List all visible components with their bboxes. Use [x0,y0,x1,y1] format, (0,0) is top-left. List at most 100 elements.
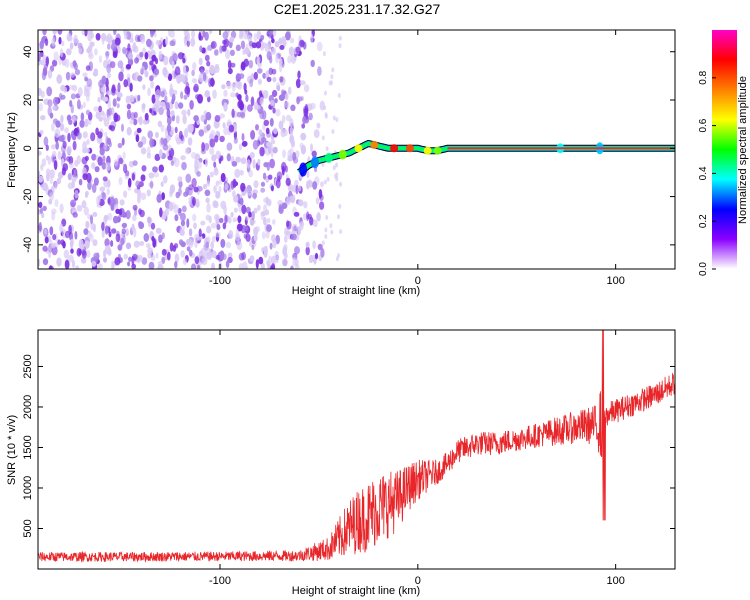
noise-speck [220,172,226,183]
snr-x-axis-label: Height of straight line (km) [292,585,420,597]
noise-speck [205,197,210,204]
noise-speck [112,98,117,107]
noise-speck [257,204,261,211]
noise-speck [142,47,147,54]
noise-speck [59,48,64,58]
noise-speck [193,186,199,193]
noise-speck [118,177,123,186]
noise-speck [291,223,298,231]
noise-speck [264,245,268,255]
noise-speck [167,251,171,261]
noise-speck [158,164,164,173]
noise-speck [150,30,154,38]
noise-speck [118,157,124,165]
noise-speck [255,104,261,110]
noise-speck [166,108,171,118]
noise-speck [174,134,180,142]
noise-speck [253,234,258,242]
signal-blob [433,146,442,155]
noise-speck [215,191,221,199]
noise-speck [314,252,319,260]
noise-speck [123,253,128,260]
noise-speck [206,251,213,259]
noise-speck [158,234,163,243]
colorbar: 0.0 0.2 0.4 0.6 0.8 Normalized spectral ampl… [698,30,749,276]
noise-speck [54,181,58,190]
noise-speck [198,129,205,137]
noise-speck [225,49,231,60]
noise-speck [253,71,258,80]
noise-speck [92,71,99,77]
noise-speck [57,171,64,179]
noise-speck [191,78,198,84]
noise-speck [87,181,92,191]
spectrogram-x-tick-label: -100 [209,275,231,287]
noise-speck [253,227,259,236]
noise-speck [158,50,163,60]
noise-speck [86,172,92,183]
noise-speck [111,84,116,94]
spectrogram-x-axis-label: Height of straight line (km) [292,285,420,297]
snr-panel: -100 0 100 500 1000 1500 2000 2500 Height of st… [6,329,676,597]
noise-speck [53,51,59,62]
noise-speck [163,70,169,78]
noise-speck [192,61,197,71]
noise-speck [141,103,146,110]
noise-speck [198,57,203,66]
noise-speck [151,54,157,62]
noise-speck [39,40,44,50]
noise-speck [53,96,59,106]
noise-speck [45,56,49,67]
noise-speck [174,214,179,222]
noise-speck [302,213,307,221]
noise-speck [279,76,284,83]
noise-speck [106,188,110,196]
noise-speck [139,51,144,58]
colorbar-label: Normalized spectral amplitude [737,76,749,224]
noise-speck [262,72,267,79]
noise-speck [86,78,93,88]
noise-speck [183,191,189,197]
noise-speck [42,258,49,266]
noise-speck [101,161,107,170]
noise-speck [285,177,291,187]
noise-speck [61,150,66,159]
noise-speck [204,157,209,168]
noise-speck [272,239,277,249]
colorbar-ticks: 0.0 0.2 0.4 0.6 0.8 [698,70,716,276]
noise-speck [259,110,265,120]
noise-speck [133,118,138,126]
noise-speck [269,142,273,152]
noise-speck [200,247,207,257]
noise-speck [175,191,180,199]
signal-blob [423,146,432,155]
noise-speck [263,162,269,168]
noise-speck [240,61,246,71]
noise-speck [82,101,86,109]
noise-speck [113,112,119,123]
noise-speck [248,169,254,178]
noise-speck [297,70,301,79]
noise-speck [78,179,83,186]
noise-speck [268,30,274,36]
noise-speck [54,128,61,138]
noise-speck [84,118,89,128]
noise-speck [169,83,173,94]
noise-speck [72,212,78,218]
noise-speck [72,60,77,68]
noise-speck [204,142,210,151]
noise-speck [150,80,155,89]
noise-speck [78,47,83,55]
noise-speck [265,127,270,135]
noise-speck [213,200,219,209]
snr-x-tick-label: -100 [209,575,231,587]
noise-speck [209,147,215,155]
noise-speck [202,30,206,38]
noise-speck [316,41,323,52]
noise-speck [92,239,98,247]
noise-speck [91,183,97,194]
noise-speck [110,260,115,269]
noise-speck [129,82,133,92]
noise-speck [211,250,217,259]
noise-speck [149,108,153,114]
